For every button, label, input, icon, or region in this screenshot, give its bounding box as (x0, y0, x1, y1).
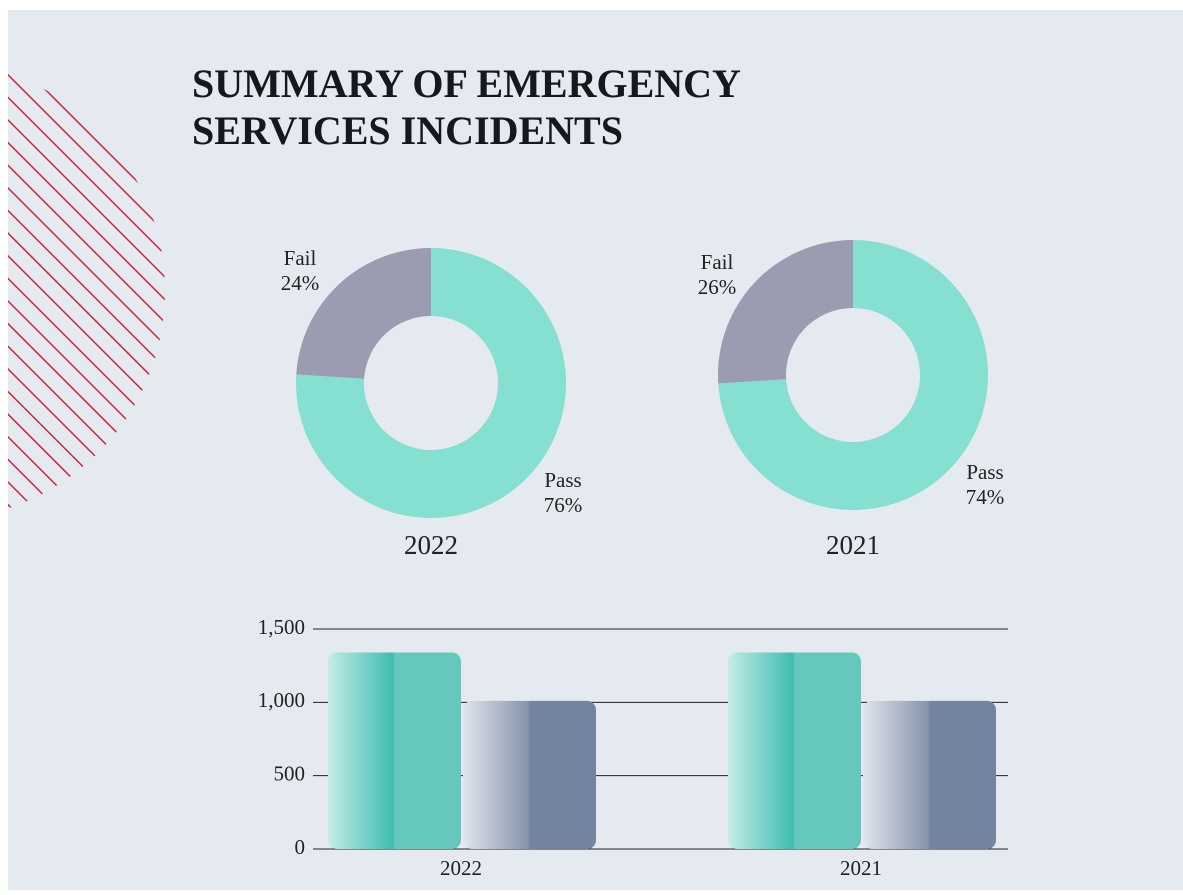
decoration (8, 73, 165, 509)
donut-slice (718, 240, 988, 510)
donut-title: 2021 (826, 530, 880, 560)
value-label: 76% (544, 493, 583, 517)
y-tick-label: 1,500 (258, 615, 305, 639)
value-label: 26% (698, 275, 737, 299)
slice-label: Pass (544, 468, 581, 492)
value-label: 24% (281, 271, 320, 295)
y-tick-label: 1,000 (258, 688, 305, 712)
y-tick-label: 0 (295, 835, 306, 859)
donut-slice (296, 248, 431, 379)
donut-slice (718, 240, 853, 384)
x-tick-label: 2022 (440, 856, 482, 880)
bar (463, 700, 596, 849)
bar (728, 652, 861, 849)
donut-title: 2022 (404, 530, 458, 560)
bar (328, 652, 461, 849)
y-tick-label: 500 (274, 761, 306, 785)
page-title: SUMMARY OF EMERGENCY SERVICES INCIDENTS (192, 61, 740, 153)
slice-label: Fail (701, 250, 734, 274)
slice-label: Fail (284, 246, 317, 270)
slice-label: Pass (966, 460, 1003, 484)
x-tick-label: 2021 (840, 856, 882, 880)
value-label: 74% (966, 485, 1005, 509)
donut-slice (296, 248, 566, 518)
bar (863, 700, 996, 849)
